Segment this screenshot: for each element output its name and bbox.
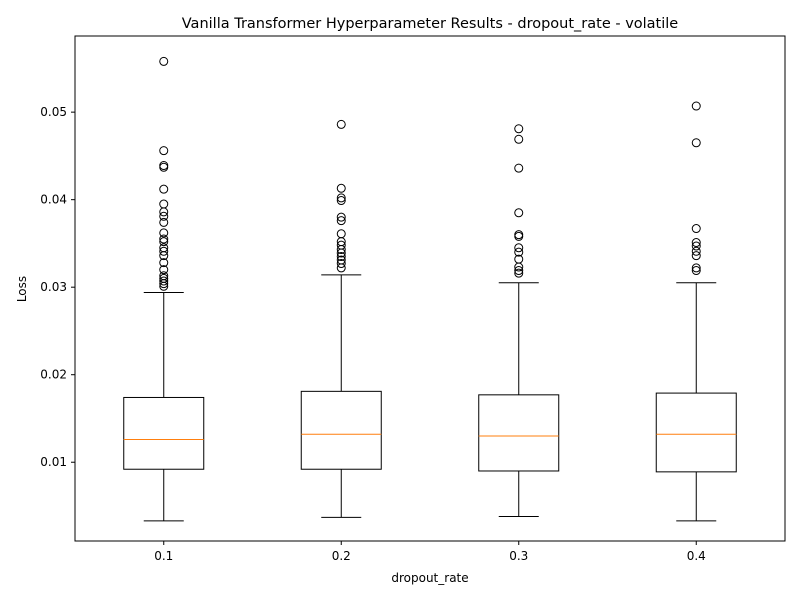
outlier-point	[336, 252, 346, 262]
outlier-point	[336, 240, 346, 250]
x-tick-label: 0.2	[332, 549, 351, 563]
outlier-point	[514, 266, 524, 276]
outlier-point	[336, 119, 346, 129]
outlier-point	[336, 196, 346, 206]
outlier-point	[336, 183, 346, 193]
box-iqr	[123, 396, 205, 470]
outlier-point	[691, 238, 701, 248]
outlier-point	[159, 271, 169, 281]
y-tick-label: 0.02	[40, 368, 67, 382]
outlier-point	[691, 266, 701, 276]
outlier-point	[159, 217, 169, 227]
outlier-point	[159, 146, 169, 156]
outlier-point	[159, 273, 169, 283]
x-tick-label: 0.4	[687, 549, 706, 563]
outlier-point	[514, 124, 524, 134]
x-tick-label: 0.1	[154, 549, 173, 563]
plot-frame	[74, 35, 786, 542]
outlier-point	[514, 247, 524, 257]
outlier-point	[159, 228, 169, 238]
outlier-point	[691, 101, 701, 111]
outlier-point	[514, 254, 524, 264]
box-iqr	[478, 394, 560, 472]
x-axis-label: dropout_rate	[391, 571, 468, 585]
outlier-point	[691, 138, 701, 148]
box-iqr	[300, 390, 382, 470]
outlier-point	[691, 251, 701, 261]
outlier-point	[691, 224, 701, 234]
y-tick-label: 0.03	[40, 280, 67, 294]
y-tick-label: 0.04	[40, 193, 67, 207]
outlier-point	[159, 199, 169, 209]
outlier-point	[514, 243, 524, 253]
outlier-point	[159, 211, 169, 221]
outlier-point	[159, 162, 169, 172]
outlier-point	[159, 234, 169, 244]
x-tick-label: 0.3	[509, 549, 528, 563]
outlier-point	[514, 134, 524, 144]
outlier-point	[159, 237, 169, 247]
outlier-point	[336, 229, 346, 239]
outlier-point	[514, 163, 524, 173]
outlier-point	[336, 212, 346, 222]
outlier-point	[514, 231, 524, 241]
outlier-point	[691, 246, 701, 256]
outlier-point	[159, 243, 169, 253]
outlier-point	[336, 193, 346, 203]
outlier-point	[159, 246, 169, 256]
outlier-point	[336, 259, 346, 269]
plot-area: 0.01 0.02 0.03 0.04 0.05 0.1 0.2 0.3 0.4	[40, 35, 786, 563]
outlier-point	[514, 268, 524, 278]
chart-title: Vanilla Transformer Hyperparameter Resul…	[182, 16, 679, 32]
outlier-point	[336, 255, 346, 265]
outlier-point	[514, 230, 524, 240]
outlier-point	[159, 276, 169, 286]
box-iqr	[655, 392, 737, 473]
outlier-point	[336, 216, 346, 226]
outlier-point	[159, 184, 169, 194]
outlier-point	[691, 241, 701, 251]
y-tick-label: 0.05	[40, 105, 67, 119]
outlier-point	[159, 56, 169, 66]
outlier-point	[514, 208, 524, 218]
outlier-point	[159, 161, 169, 171]
outlier-point	[691, 263, 701, 273]
outlier-point	[159, 258, 169, 268]
outlier-point	[159, 265, 169, 275]
y-axis-label: Loss	[15, 276, 29, 302]
y-tick-label: 0.01	[40, 455, 67, 469]
